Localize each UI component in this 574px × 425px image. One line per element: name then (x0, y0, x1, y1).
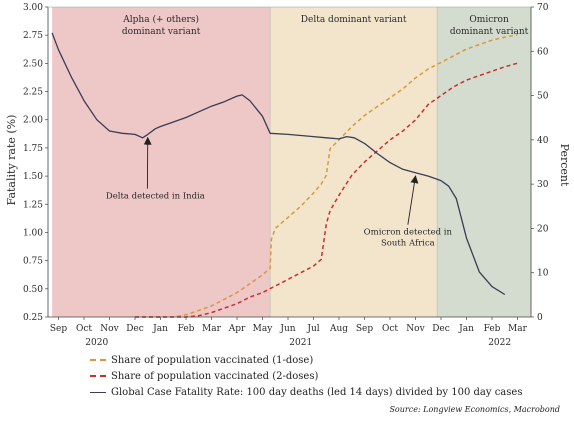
left-axis-ticks: 0.25 0.50 0.75 1.00 1.25 1.50 1.75 2.00 2.25 2.50… (23, 3, 48, 323)
x-tick-label-13: Oct (382, 324, 398, 334)
x-tick-label-10: Jul (306, 324, 319, 334)
legend-swatch-cfr (90, 391, 106, 393)
annotation-text-1-0: Omicron detected in (364, 228, 453, 238)
region-label-0-0: Alpha (+ others) (122, 14, 199, 25)
source-note: Source: Longview Economics, Macrobond (389, 405, 560, 414)
x-axis-ticks: Sep Oct Nov Dec Jan Feb Mar Apr May Jun Jul Aug Sep O… (50, 317, 528, 348)
right-tick-label-3: 30 (537, 180, 549, 190)
legend-item-cfr: Global Case Fatality Rate: 100 day death… (90, 384, 560, 400)
region-2 (437, 7, 531, 317)
x-tick-label-14: Nov (406, 324, 425, 334)
year-label-0: 2020 (85, 338, 108, 348)
legend-item-1dose: Share of population vaccinated (1-dose) (90, 352, 560, 368)
right-tick-label-5: 50 (537, 92, 549, 102)
left-axis-label: Fatality rate (%) (5, 115, 18, 206)
legend-item-2doses: Share of population vaccinated (2-doses) (90, 368, 560, 384)
x-tick-label-6: Mar (202, 324, 222, 334)
left-tick-label-6: 1.75 (23, 144, 43, 154)
axes (47, 6, 532, 318)
annotation-arrow-1 (407, 175, 419, 225)
legend-label-2doses: Share of population vaccinated (2-doses) (111, 370, 319, 382)
x-tick-label-16: Jan (458, 324, 474, 334)
variant-region-labels: Alpha (+ others) dominant variant Delta do… (122, 14, 529, 37)
left-tick-label-7: 2.00 (23, 116, 43, 126)
legend-swatch-2doses (90, 375, 106, 377)
year-label-2: 2022 (488, 338, 511, 348)
region-label-2-1: dominant variant (450, 27, 529, 37)
left-tick-label-5: 1.50 (23, 172, 43, 182)
series-lines (51, 32, 518, 318)
year-label-1: 2021 (289, 338, 312, 348)
region-1 (270, 7, 438, 317)
x-tick-label-2: Nov (100, 324, 119, 334)
right-tick-label-4: 40 (537, 136, 549, 146)
x-tick-label-17: Feb (484, 324, 501, 334)
annotation-text-1-1: South Africa (381, 239, 435, 249)
series-line-2 (51, 32, 506, 296)
region-label-1-0: Delta dominant variant (301, 15, 407, 25)
region-label-0-1: dominant variant (122, 27, 201, 37)
x-tick-label-0: Sep (50, 324, 67, 334)
right-tick-label-7: 70 (537, 3, 549, 13)
annotation-text-0-0: Delta detected in India (106, 192, 205, 202)
legend-swatch-1dose (90, 359, 106, 361)
x-tick-label-7: Apr (228, 324, 246, 334)
left-tick-label-11: 3.00 (23, 3, 43, 13)
right-tick-label-2: 20 (537, 224, 549, 234)
right-axis-label: Percent (558, 144, 571, 187)
x-tick-label-8: May (253, 324, 274, 334)
x-tick-label-9: Jun (279, 324, 295, 334)
left-tick-label-10: 2.75 (23, 31, 43, 41)
left-tick-label-2: 0.75 (23, 257, 43, 267)
x-tick-label-12: Sep (356, 324, 373, 334)
x-tick-label-3: Dec (126, 324, 144, 334)
annotations: Delta detected in India Omicron detected … (106, 136, 453, 249)
region-label-2-0: Omicron (469, 15, 509, 25)
x-tick-label-5: Feb (178, 324, 195, 334)
right-tick-label-6: 60 (537, 47, 549, 57)
left-tick-label-3: 1.00 (23, 228, 43, 238)
x-tick-label-18: Mar (508, 324, 528, 334)
legend-label-1dose: Share of population vaccinated (1-dose) (111, 354, 314, 366)
variant-regions (52, 7, 531, 317)
left-tick-label-0: 0.25 (23, 313, 43, 323)
legend-label-cfr: Global Case Fatality Rate: 100 day death… (111, 386, 523, 398)
x-tick-label-15: Dec (432, 324, 450, 334)
x-tick-label-4: Jan (152, 324, 168, 334)
right-tick-label-0: 0 (537, 313, 543, 323)
series-line-1 (135, 62, 518, 318)
left-tick-label-1: 0.50 (23, 285, 43, 295)
right-axis-ticks: 0 10 20 30 40 50 60 70 (531, 3, 549, 323)
region-0 (52, 7, 271, 317)
legend: Share of population vaccinated (1-dose) … (90, 352, 560, 400)
x-tick-label-11: Aug (329, 324, 348, 334)
x-tick-label-1: Oct (76, 324, 92, 334)
left-tick-label-4: 1.25 (23, 200, 43, 210)
right-tick-label-1: 10 (537, 269, 549, 279)
series-line-0 (135, 34, 518, 318)
left-tick-label-8: 2.25 (23, 88, 43, 98)
left-tick-label-9: 2.50 (23, 59, 43, 69)
